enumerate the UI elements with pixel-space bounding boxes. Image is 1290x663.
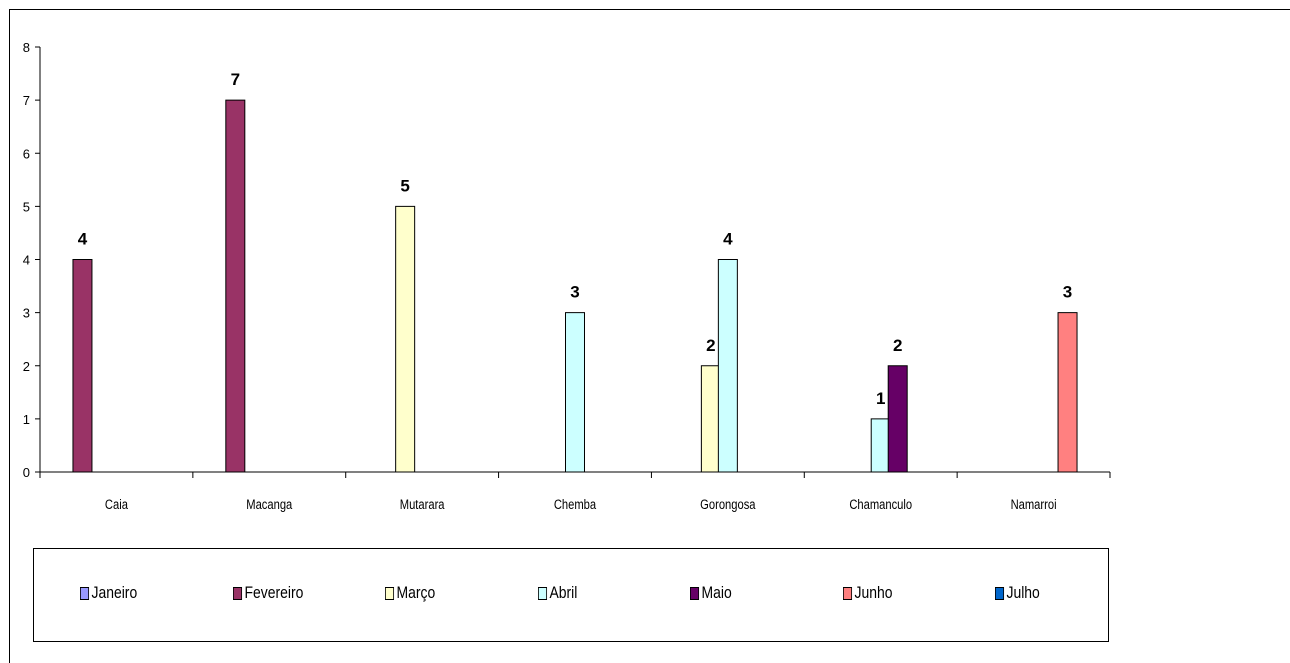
- data-label: 5: [400, 176, 409, 195]
- legend-swatch: [842, 586, 852, 600]
- data-label: 4: [78, 230, 88, 249]
- data-label: 7: [231, 70, 240, 89]
- y-tick-label: 3: [23, 306, 30, 321]
- legend-swatch: [690, 586, 700, 600]
- bar-namarroi-5: [1057, 312, 1078, 473]
- legend-label: Janeiro: [91, 583, 138, 602]
- legend-swatch: [80, 586, 90, 600]
- bars: [72, 99, 1078, 473]
- data-label: 2: [706, 336, 715, 355]
- legend-label: Abril: [548, 583, 577, 602]
- bar-macanga-1: [225, 99, 246, 473]
- legend-item-4: Maio: [690, 583, 732, 603]
- bar-chamanculo-4: [887, 365, 908, 473]
- legend-label: Fevereiro: [243, 583, 303, 602]
- legend-item-1: Fevereiro: [232, 583, 303, 603]
- bar-mutarara-2: [395, 205, 416, 473]
- legend: Janeiro Fevereiro Março Abril Maio Junho Julho: [33, 548, 1109, 642]
- legend-item-3: Abril: [537, 583, 577, 603]
- x-tick-label: Chamanculo: [849, 497, 912, 512]
- legend-swatch: [232, 586, 242, 600]
- data-label: 3: [570, 283, 579, 302]
- y-tick-label: 8: [23, 40, 30, 55]
- y-tick-label: 2: [23, 359, 30, 374]
- x-tick-label: Gorongosa: [700, 497, 756, 512]
- data-label: 1: [876, 389, 885, 408]
- y-tick-label: 6: [23, 146, 30, 161]
- bar-chamanculo-3: [870, 418, 891, 473]
- y-tick-label: 5: [23, 199, 30, 214]
- data-label: 2: [893, 336, 902, 355]
- x-axis: Caia Macanga Mutarara Chemba Gorongosa Chaman…: [39, 471, 1111, 512]
- x-tick-label: Macanga: [246, 497, 293, 512]
- bar-gorongosa-3: [717, 259, 738, 473]
- legend-item-2: Março: [385, 583, 435, 603]
- data-label: 4: [723, 230, 733, 249]
- data-label: 3: [1063, 283, 1072, 302]
- y-tick-label: 7: [23, 93, 30, 108]
- legend-label: Março: [396, 583, 436, 602]
- legend-item-6: Julho: [995, 583, 1040, 603]
- y-tick-label: 0: [23, 465, 30, 480]
- chart-frame: [9, 9, 1290, 663]
- legend-swatch: [537, 586, 547, 600]
- bar-chart: 0 1 2 3 4 5 6 7 8 Caia Macanga Mutarara Chemba Goron…: [23, 40, 1111, 512]
- legend-item-0: Janeiro: [80, 583, 137, 603]
- y-tick-label: 4: [23, 253, 30, 268]
- bar-caia-1: [72, 259, 93, 473]
- legend-label: Junho: [853, 583, 892, 602]
- bar-gorongosa-2: [700, 365, 721, 473]
- y-axis: 0 1 2 3 4 5 6 7 8: [23, 40, 41, 480]
- legend-swatch: [385, 586, 395, 600]
- data-labels: 4 7 5 2 3 4 1 2 3: [78, 70, 1073, 408]
- legend-label: Maio: [701, 583, 732, 602]
- legend-swatch: [995, 586, 1005, 600]
- bar-chemba-3: [565, 312, 585, 473]
- x-tick-label: Namarroi: [1011, 497, 1057, 512]
- x-tick-label: Caia: [105, 497, 129, 512]
- legend-label: Julho: [1006, 583, 1040, 602]
- x-tick-label: Mutarara: [400, 497, 446, 512]
- y-tick-label: 1: [23, 412, 30, 427]
- x-tick-label: Chemba: [554, 497, 597, 512]
- legend-item-5: Junho: [842, 583, 892, 603]
